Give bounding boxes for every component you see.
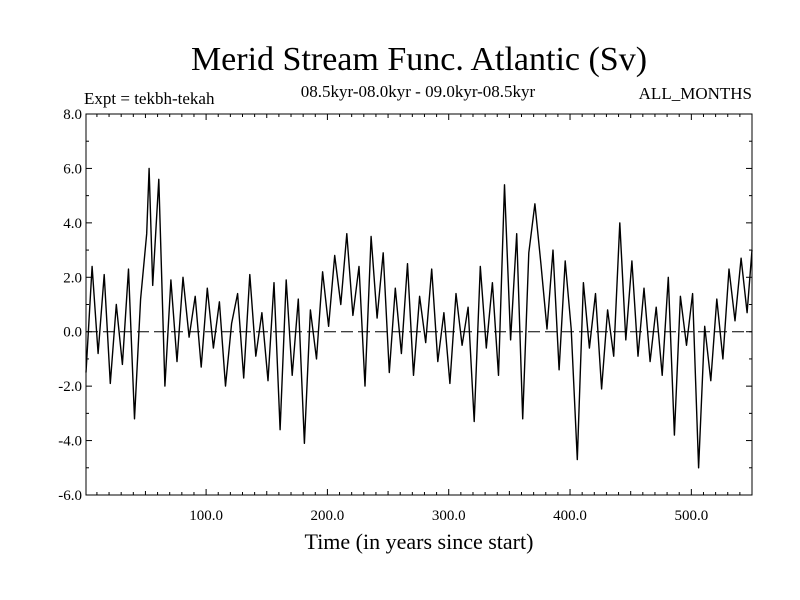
x-axis-label: Time (in years since start) bbox=[305, 529, 534, 554]
y-tick-label: 6.0 bbox=[63, 161, 82, 177]
y-tick-label: 0.0 bbox=[63, 325, 82, 341]
chart-subtitle-center: 08.5kyr-08.0kyr - 09.0kyr-08.5kyr bbox=[301, 82, 536, 101]
y-tick-label: 2.0 bbox=[63, 270, 82, 286]
x-tick-label: 200.0 bbox=[311, 508, 345, 524]
y-tick-label: 8.0 bbox=[63, 107, 82, 123]
series-line bbox=[85, 167, 753, 469]
plot-frame bbox=[85, 113, 753, 496]
chart-subtitle-left: Expt = tekbh-tekah bbox=[84, 89, 215, 108]
y-tick-label: -6.0 bbox=[58, 488, 82, 504]
x-tick-label: 500.0 bbox=[674, 508, 708, 524]
y-tick-label: -2.0 bbox=[58, 379, 82, 395]
x-tick-label: 100.0 bbox=[189, 508, 223, 524]
x-tick-label: 300.0 bbox=[432, 508, 466, 524]
y-tick-label: -4.0 bbox=[58, 434, 82, 450]
plot-area: -6.0 -4.0 -2.0 0.0 2.0 4.0 6.0 8.0 100.0 200.0 300… bbox=[58, 107, 753, 524]
chart-subtitle-right: ALL_MONTHS bbox=[639, 84, 752, 103]
x-tick-label: 400.0 bbox=[553, 508, 587, 524]
y-tick-label: 4.0 bbox=[63, 216, 82, 232]
chart-title: Merid Stream Func. Atlantic (Sv) bbox=[191, 41, 647, 78]
